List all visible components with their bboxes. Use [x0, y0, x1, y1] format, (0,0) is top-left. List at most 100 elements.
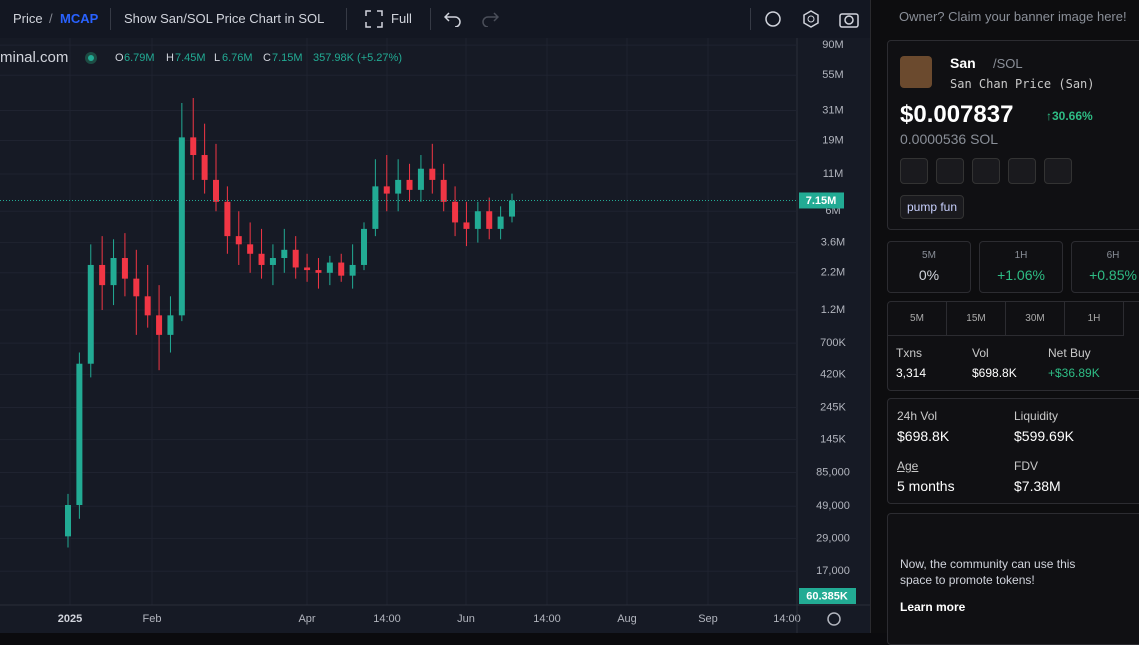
y-tick-label: 29,000: [816, 532, 850, 544]
x-tick-label: Apr: [298, 613, 315, 625]
learn-more[interactable]: Learn more: [900, 600, 966, 614]
candle-body: [156, 315, 163, 335]
stat-label: Net Buy: [1048, 346, 1091, 360]
info-value: $698.8K: [897, 428, 950, 444]
candle-body: [349, 264, 356, 276]
toolbar: Price / MCAP Show San/SOL Price Chart in…: [0, 0, 870, 39]
change-box[interactable]: 1H +1.06%: [979, 241, 1063, 293]
x-axis: 2025 Feb Apr 14:00 Jun 14:00 Aug Sep 14:00: [58, 613, 801, 625]
candle-body: [247, 244, 254, 254]
candle-body: [486, 211, 493, 229]
axis-settings[interactable]: [827, 612, 841, 626]
y-tick-label: 31M: [822, 104, 843, 116]
link-button[interactable]: [900, 158, 928, 184]
token-avatar: [900, 56, 932, 88]
x-button[interactable]: [1008, 158, 1036, 184]
site-name: minal.com: [0, 49, 68, 66]
candle-body: [144, 296, 151, 316]
candle-body: [497, 216, 504, 229]
volume-label: 60.385K: [806, 590, 848, 602]
y-tick-label: 19M: [822, 134, 843, 146]
y-tick-label: 90M: [822, 39, 843, 51]
volume-label-bg: [799, 588, 856, 604]
x-tick-label: Aug: [617, 613, 637, 625]
candle-body: [269, 258, 276, 265]
redo-icon[interactable]: [481, 11, 499, 27]
change-value: +1.06%: [997, 267, 1045, 283]
price-toggle[interactable]: Price: [13, 11, 43, 26]
y-tick-label: 245K: [820, 401, 846, 413]
info-label: FDV: [1014, 459, 1038, 473]
change-box[interactable]: 6H +0.85%: [1071, 241, 1139, 293]
candle-body: [406, 179, 413, 190]
candle-body: [178, 137, 185, 316]
undo-icon[interactable]: [444, 11, 462, 27]
fullscreen-icon[interactable]: [365, 10, 383, 28]
candle-body: [213, 179, 219, 202]
pill-button[interactable]: [1044, 158, 1072, 184]
candle-body: [509, 200, 515, 217]
last-price-label: 7.15M: [806, 195, 837, 207]
candle-body: [65, 505, 71, 537]
timeframe-tab[interactable]: 30M: [1006, 302, 1065, 336]
info-panel: Owner? Claim your banner image here! San…: [870, 0, 1139, 645]
candle-body: [292, 249, 299, 268]
info-label: 24h Vol: [897, 409, 938, 423]
slash: /: [49, 11, 53, 26]
token-price: $0.007837: [900, 101, 1014, 128]
x-tick-label: Sep: [698, 613, 718, 625]
timeframe-tab[interactable]: 15M: [947, 302, 1006, 336]
timeframe-tab[interactable]: 5M: [888, 302, 947, 336]
stat-label: Vol: [972, 346, 989, 360]
settings-icon[interactable]: [801, 9, 821, 29]
tag[interactable]: pump fun: [900, 195, 965, 219]
c-label: C: [263, 52, 271, 64]
ohlc-legend: minal.com O 6.79M H 7.45M L 6.76M C 7.15…: [0, 49, 402, 66]
y-tick-label: 17,000: [816, 565, 850, 577]
candle-body: [258, 253, 265, 265]
candle-body: [463, 222, 470, 229]
x-tick-label: 2025: [58, 613, 82, 625]
indicator-icon[interactable]: [763, 9, 783, 29]
candle-body: [201, 155, 208, 180]
candle-body: [281, 249, 288, 259]
change-label: 1H: [1014, 250, 1028, 261]
y-tick-label: 2.2M: [821, 267, 845, 279]
screenshot-icon[interactable]: [838, 9, 860, 29]
price-change-value: 30.66%: [1052, 109, 1093, 123]
l-label: L: [214, 52, 220, 64]
sol-price: 0.0000536 SOL: [900, 131, 999, 147]
banner-text[interactable]: Owner? Claim your banner image here!: [899, 9, 1127, 24]
stat-value: $698.8K: [972, 366, 1017, 380]
stat-value: 3,314: [896, 366, 927, 380]
discord-button[interactable]: [936, 158, 964, 184]
o-value: 6.79M: [124, 52, 155, 64]
telegram-button[interactable]: [972, 158, 1000, 184]
timeframe-tab[interactable]: 1H: [1065, 302, 1124, 336]
change-value: 357.98K (+5.27%): [313, 52, 402, 64]
y-tick-label: 55M: [822, 69, 843, 81]
candle-body: [133, 278, 140, 297]
stat-label: Txns: [896, 346, 923, 360]
change-label: 5M: [922, 250, 936, 261]
candle-body: [190, 137, 197, 156]
token-card: San /SOL San Chan Price (San) $0.007837 …: [887, 40, 1139, 230]
token-name: San: [950, 55, 976, 71]
y-tick-label: 145K: [820, 434, 846, 446]
sol-toggle[interactable]: Show San/SOL Price Chart in SOL: [124, 11, 325, 26]
y-tick-label: 85,000: [816, 466, 850, 478]
h-value: 7.45M: [175, 52, 206, 64]
y-tick-label: 700K: [820, 337, 846, 349]
change-box[interactable]: 5M 0%: [887, 241, 971, 293]
candle-body: [167, 315, 174, 335]
h-label: H: [166, 52, 174, 64]
info-label: Age: [897, 459, 919, 473]
price-change: ↑30.66%: [1046, 109, 1093, 123]
candle-body: [76, 363, 83, 506]
candle-body: [224, 201, 231, 237]
mcap-toggle[interactable]: MCAP: [60, 11, 99, 26]
candle-body: [417, 168, 424, 190]
full-button[interactable]: Full: [391, 11, 412, 26]
x-tick-label: Jun: [457, 613, 475, 625]
